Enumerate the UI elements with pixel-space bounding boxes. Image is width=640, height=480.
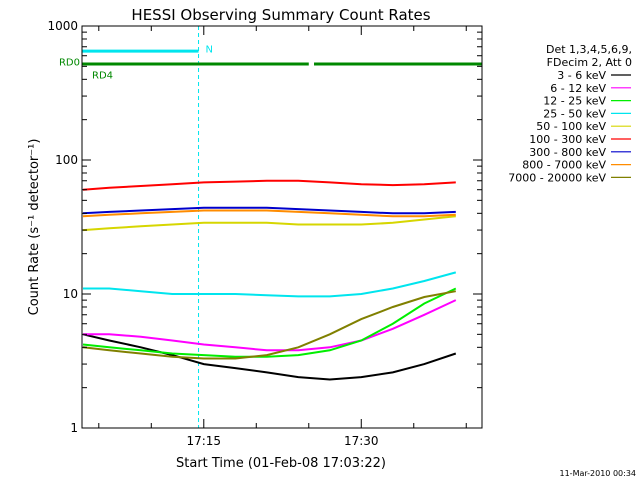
annotation-layer: NSRD0RD4 [59,44,213,81]
y-tick-label: 10 [63,287,78,301]
x-tick-label: 17:30 [344,434,379,448]
series-line-7 [82,206,456,215]
series-line-5 [82,215,456,232]
series-line-4 [83,271,457,298]
legend-label: 800 - 7000 keV [522,159,606,172]
y-axis-label: Count Rate (s⁻¹ detector⁻¹) [27,139,42,316]
x-axis-ticks: 17:15 17:30 [98,26,467,448]
legend-label: 25 - 50 keV [543,107,606,120]
legend-header-line-1: Det 1,3,4,5,6,9, [546,43,632,56]
legend-label: 12 - 25 keV [543,95,606,108]
legend-label: 7000 - 20000 keV [508,171,606,184]
series-line-1 [82,333,457,381]
legend: Det 1,3,4,5,6,9, FDecim 2, Att 0 3 - 6 k… [508,43,632,184]
series-line-2 [83,299,457,352]
legend-label: 50 - 100 keV [536,120,606,133]
series-line-6 [82,179,456,191]
footer-date: 11-Mar-2010 00:34 [560,469,637,478]
flag-annotation: RD0 [59,57,80,68]
series-line-9 [82,290,456,360]
chart-title: HESSI Observing Summary Count Rates [131,6,430,24]
y-tick-label: 1 [70,421,78,435]
flag-annotation: RD4 [92,70,113,81]
flag-bars [82,49,482,66]
x-tick-label: 17:15 [186,434,221,448]
series-layer [82,179,457,381]
plot-frame [81,25,483,429]
flag-annotation: N [206,44,213,55]
legend-label: 100 - 300 keV [529,133,606,146]
series-line-3 [82,287,457,358]
legend-label: 6 - 12 keV [550,82,606,95]
y-tick-label: 100 [55,153,78,167]
y-tick-label: 1000 [47,19,78,33]
legend-label: 300 - 800 keV [529,146,606,159]
y-axis-ticks: 1 10 100 1000 [47,19,482,435]
legend-header-line-2: FDecim 2, Att 0 [547,56,632,69]
x-axis-label: Start Time (01-Feb-08 17:03:22) [176,456,386,471]
legend-label: 3 - 6 keV [557,69,606,82]
series-line-8 [82,209,456,218]
